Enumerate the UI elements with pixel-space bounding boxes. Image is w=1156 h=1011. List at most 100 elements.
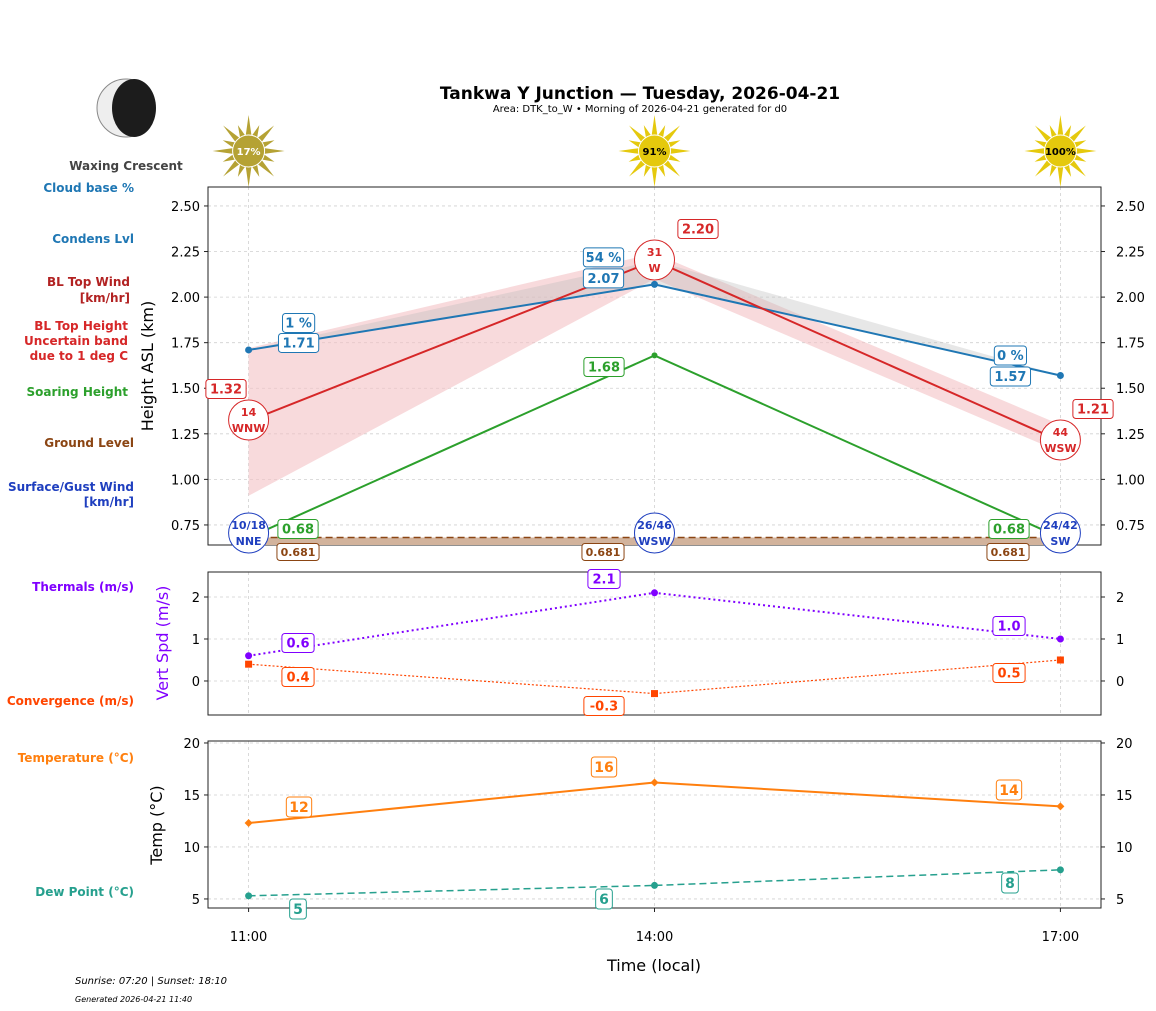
bl-wind-marker-circle	[228, 399, 270, 441]
convergence-label-box	[281, 667, 315, 687]
thermals-label-box	[587, 569, 621, 589]
cloud-pct-label-text: 54 %	[586, 251, 622, 266]
condens-point	[651, 280, 658, 288]
sun-ray	[245, 115, 252, 137]
ground-label-box	[986, 543, 1030, 561]
ground-label: 0.681	[276, 543, 320, 561]
dewpoint-label: 5	[289, 898, 307, 920]
ground-label: 0.681	[581, 543, 625, 561]
surface-wind-marker-direction: SW	[1050, 535, 1070, 548]
sun-ray	[666, 153, 681, 162]
temperature-label: 12	[285, 796, 313, 818]
surface-wind-marker-circle	[228, 512, 270, 554]
dewpoint-label: 8	[1001, 872, 1019, 894]
thermals-label-box	[992, 616, 1026, 636]
y-tick-label: 1.00	[171, 473, 200, 488]
label-ground: Ground Level	[44, 436, 134, 450]
sun-icon: 100%	[1024, 115, 1097, 187]
soaring-label: 1.68	[583, 357, 625, 377]
sun-ray	[651, 115, 658, 137]
y-tick-label-right: 1.25	[1116, 428, 1145, 443]
y-tick-label: 20	[183, 737, 200, 752]
y-tick-label: 2.00	[171, 291, 200, 306]
dewpoint-point	[651, 881, 658, 889]
soaring-label-text: 0.68	[993, 523, 1025, 538]
sun-ray	[657, 163, 666, 177]
temperature-label-text: 16	[594, 760, 613, 776]
cloud-pct-label-box	[993, 345, 1027, 366]
bl-wind-marker: 31 W	[634, 239, 675, 281]
sun-ray	[223, 125, 241, 143]
convergence-label-text: -0.3	[590, 700, 618, 715]
sun-ray	[1034, 125, 1053, 143]
thermals-label-text: 0.6	[286, 637, 309, 652]
bl-wind-marker-direction: WNW	[232, 422, 265, 435]
y-tick-label: 1.50	[171, 382, 200, 397]
bl-top-label-box	[1072, 399, 1114, 419]
y-tick-label: 1.25	[171, 428, 200, 443]
bl-top-label: 2.20	[677, 219, 719, 239]
convergence-point	[651, 690, 658, 698]
label-surface-wind-unit: [km/hr]	[84, 495, 134, 509]
condens-label: 2.07	[582, 268, 625, 289]
sun-ray	[256, 125, 275, 143]
surface-wind-marker: 24/42 SW	[1039, 512, 1081, 554]
bl-top-label-text: 1.21	[1077, 403, 1109, 418]
y-tick-label-right: 2	[1116, 591, 1124, 606]
bl-wind-marker-direction: W	[648, 262, 660, 275]
condens-label-box	[277, 332, 320, 353]
condens-label: 1.71	[277, 332, 320, 353]
thermals-label: 1.0	[992, 616, 1026, 636]
sun-ray	[212, 148, 234, 154]
side-labels: Cloud base % Condens Lvl BL Top Wind [km…	[7, 181, 134, 899]
thermals-label: 2.1	[587, 569, 621, 589]
sun-ray	[666, 140, 681, 149]
bl-top-label-box	[205, 379, 247, 399]
sun-ray	[1068, 125, 1086, 143]
bl-wind-marker: 44 WSW	[1039, 419, 1081, 461]
cloud-pct-label: 54 %	[582, 247, 625, 268]
y-tick-label-right: 2.25	[1116, 246, 1145, 261]
y-tick-label-right: 1.50	[1116, 382, 1145, 397]
cloud-pct-label-text: 0 %	[997, 349, 1024, 364]
sun-ray	[618, 148, 640, 154]
ground-label-text: 0.681	[991, 546, 1026, 559]
soaring-label-text: 0.68	[282, 523, 314, 538]
thermals-label-text: 1.0	[997, 620, 1020, 635]
moon-phase-label: Waxing Crescent	[69, 159, 183, 173]
y-tick-label: 2.25	[171, 246, 200, 261]
label-bl-height: BL Top Height	[34, 319, 128, 333]
bl-top-label-text: 1.32	[210, 383, 242, 398]
sun-ray	[669, 148, 691, 154]
y-tick-label: 5	[192, 893, 200, 908]
y-tick-label: 1	[192, 633, 200, 648]
plot-frame	[207, 571, 1102, 716]
dewpoint-label-box	[289, 898, 307, 920]
convergence-label-box	[992, 663, 1026, 683]
sun-ray	[1034, 140, 1048, 149]
temperature-label-text: 14	[999, 783, 1019, 799]
temperature-point	[650, 778, 659, 787]
bl-wind-marker-speed: 14	[241, 406, 257, 419]
y-axis-label-temp: Temp (°C)	[147, 785, 166, 865]
sun-percent-label: 91%	[643, 147, 667, 158]
y-tick-label-right: 5	[1116, 893, 1124, 908]
sun-ray	[237, 125, 246, 139]
surface-wind-marker-speed: 26/46	[637, 519, 672, 532]
label-temperature: Temperature (°C)	[18, 751, 134, 765]
y-tick-label-right: 15	[1116, 789, 1133, 804]
thermals-label-box	[281, 633, 315, 653]
condens-label-text: 1.71	[283, 337, 315, 352]
bl-top-label-box	[677, 219, 719, 239]
surface-wind-marker-speed: 10/18	[231, 519, 266, 532]
sun-ray	[1057, 115, 1064, 137]
bl-wind-marker-direction: WSW	[1044, 442, 1076, 455]
surface-wind-marker: 10/18 NNE	[228, 512, 270, 554]
surface-wind-marker-circle	[634, 512, 675, 554]
bl-wind-marker-circle	[1039, 419, 1081, 461]
condens-label-box	[989, 366, 1032, 387]
y-tick-label-right: 0	[1116, 675, 1124, 690]
dewpoint-point	[245, 892, 253, 900]
sun-ray	[256, 159, 275, 177]
